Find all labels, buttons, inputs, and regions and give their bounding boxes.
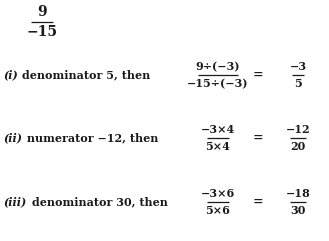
Text: −12: −12 xyxy=(286,124,310,135)
Text: =: = xyxy=(253,68,263,81)
Text: denominator 30, then: denominator 30, then xyxy=(28,196,168,208)
Text: 9: 9 xyxy=(37,5,47,19)
Text: −15: −15 xyxy=(27,25,58,39)
Text: −15÷(−3): −15÷(−3) xyxy=(187,78,249,89)
Text: (i): (i) xyxy=(3,69,18,80)
Text: 30: 30 xyxy=(290,205,306,216)
Text: −3×4: −3×4 xyxy=(201,124,235,135)
Text: numerator −12, then: numerator −12, then xyxy=(23,133,158,143)
Text: (iii): (iii) xyxy=(3,196,26,208)
Text: 5×4: 5×4 xyxy=(206,141,230,152)
Text: −3: −3 xyxy=(290,61,307,72)
Text: −3×6: −3×6 xyxy=(201,188,235,199)
Text: 5×6: 5×6 xyxy=(206,205,230,216)
Text: denominator 5, then: denominator 5, then xyxy=(18,69,150,80)
Text: 5: 5 xyxy=(294,78,302,89)
Text: =: = xyxy=(253,132,263,145)
Text: −18: −18 xyxy=(286,188,310,199)
Text: (ii): (ii) xyxy=(3,133,22,143)
Text: 9÷(−3): 9÷(−3) xyxy=(196,61,240,72)
Text: 20: 20 xyxy=(291,141,306,152)
Text: =: = xyxy=(253,195,263,208)
